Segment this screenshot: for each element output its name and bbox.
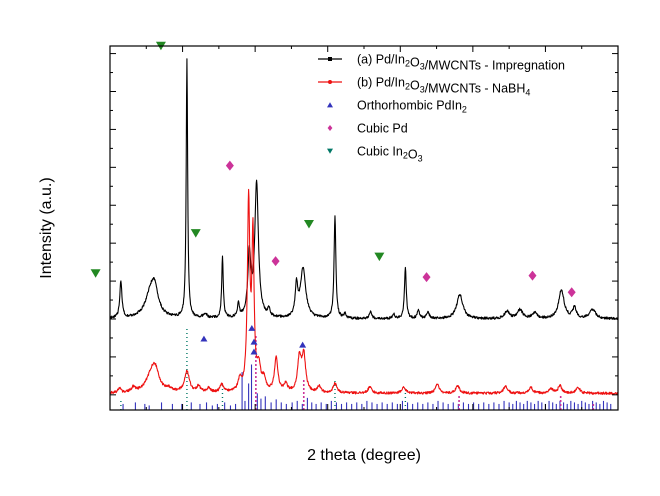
series-layer [109, 58, 619, 395]
annotation-marker [567, 287, 576, 298]
series-line-a [109, 58, 619, 321]
legend-entry: Cubic In2O3 [357, 145, 423, 164]
legend-text-part: O [408, 148, 418, 162]
legend-text-part: Orthorhombic PdIn [357, 99, 462, 113]
annotation-marker [225, 160, 234, 171]
legend-marker [327, 148, 333, 154]
legend-entry: Cubic Pd [357, 122, 408, 136]
legend-text-part: 2 [405, 59, 410, 69]
legend-marker [327, 125, 333, 131]
reference-sticks [120, 326, 612, 410]
legend-text-part: 2 [462, 105, 467, 115]
annotation-marker [190, 229, 201, 238]
legend-text-part: O [410, 56, 420, 70]
annotation-marker [248, 324, 256, 331]
y-axis-label: Intensity (a.u.) [38, 177, 55, 278]
legend-entry: (a) Pd/In2O3/MWCNTs - Impregnation [357, 53, 565, 73]
legend-marker [328, 80, 332, 84]
annotation-marker [200, 335, 208, 342]
annotation-marker [250, 348, 258, 355]
annotation-marker [303, 220, 314, 229]
legend: (a) Pd/In2O3/MWCNTs - Impregnation(b) Pd… [318, 53, 565, 164]
x-axis-label: 2 theta (degree) [307, 447, 421, 464]
legend-text-part: /MWCNTs - NaBH [425, 82, 526, 96]
legend-text-part: O [410, 79, 420, 93]
legend-marker [328, 57, 332, 61]
annotation-marker [90, 269, 101, 278]
legend-marker [327, 102, 333, 108]
legend-text-part: 3 [420, 62, 425, 72]
series-line-b [109, 188, 619, 395]
annotation-marker [528, 270, 537, 281]
legend-text-part: (b) Pd/In [357, 76, 405, 90]
legend-text-part: 3 [418, 154, 423, 164]
annotation-marker [422, 272, 431, 283]
legend-text-part: 4 [525, 88, 530, 98]
legend-text-part: (a) Pd/In [357, 53, 405, 67]
legend-text-part: 2 [403, 151, 408, 161]
legend-text-part: Cubic Pd [357, 122, 408, 136]
legend-entry: (b) Pd/In2O3/MWCNTs - NaBH4 [357, 76, 530, 98]
legend-text-part: 3 [420, 85, 425, 95]
legend-text-part: /MWCNTs - Impregnation [425, 59, 565, 73]
legend-text-part: Cubic In [357, 145, 403, 159]
legend-entry: Orthorhombic PdIn2 [357, 99, 467, 115]
axis-ticks [109, 46, 619, 410]
annotation-marker [299, 341, 307, 348]
legend-text-part: 2 [405, 82, 410, 92]
annotation-marker [374, 252, 385, 262]
annotation-marker [250, 338, 258, 345]
annotation-marker [271, 256, 280, 267]
